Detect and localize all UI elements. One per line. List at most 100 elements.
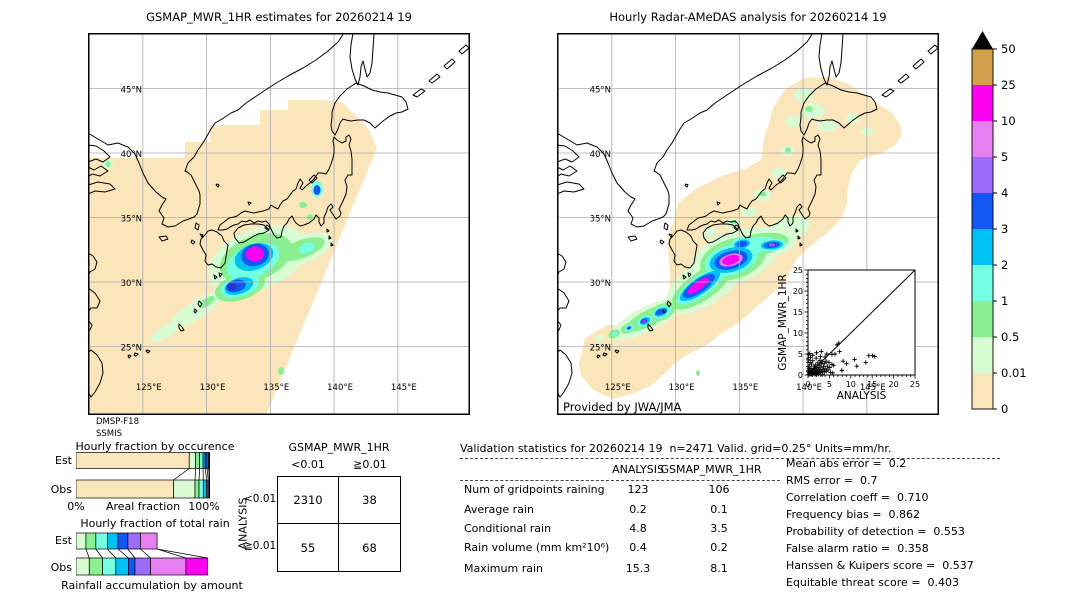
colorbar-tick-label: 5 — [1001, 150, 1008, 164]
stats-metric-line: Frequency bias = 0.862 — [786, 508, 921, 521]
scatter-point — [837, 349, 842, 354]
scatter-point — [840, 358, 846, 364]
stats-row-gsmap-value: 106 — [708, 483, 730, 496]
total-rain-bars — [76, 532, 209, 576]
stats-metric-line: Equitable threat score = 0.403 — [786, 576, 959, 589]
occurrence-bars — [76, 452, 210, 499]
scatter-point — [824, 351, 830, 357]
map-lon-label: 140°E — [796, 383, 822, 393]
scatter-point — [813, 362, 818, 368]
stats-col-analysis: ANALYSIS — [612, 463, 664, 476]
bar-segment-obs — [88, 557, 103, 576]
left-map-title: GSMAP_MWR_1HR estimates for 20260214 19 — [146, 10, 412, 24]
map-lon-label: 130°E — [200, 383, 226, 393]
stats-row-gsmap-value: 8.1 — [710, 562, 728, 575]
scatter-point — [822, 366, 828, 371]
colorbar-tick-label: 50 — [1001, 42, 1016, 56]
map-lon-label: 125°E — [136, 383, 162, 393]
bar-connector — [85, 548, 90, 559]
bar-segment-est — [188, 452, 197, 469]
sensor-source-line2: SSMIS — [96, 429, 123, 439]
stats-metric-line: Hanssen & Kuipers score = 0.537 — [786, 559, 974, 572]
scatter-point — [839, 368, 845, 373]
bar-connector — [140, 548, 151, 559]
bar-connector — [107, 548, 117, 559]
occurrence-title: Hourly fraction by occurence — [75, 440, 235, 453]
scatter-point — [863, 360, 868, 365]
left-gridlines — [89, 34, 469, 414]
bar-connector — [117, 548, 129, 559]
scatter-point — [827, 365, 833, 370]
inset-y-tick-label: 15 — [793, 308, 803, 317]
scatter-point — [815, 360, 821, 366]
total-rain-caption: Rainfall accumulation by amount — [61, 579, 243, 592]
bar-segment-est — [117, 532, 129, 550]
map-lon-label: 130°E — [669, 383, 695, 393]
stats-row-gsmap-value: 0.1 — [710, 503, 728, 516]
right-map-frame — [557, 33, 939, 415]
sensor-source-line1: DMSP-F18 — [96, 417, 139, 427]
bar-segment-obs — [76, 479, 174, 499]
stats-row-label: Num of gridpoints raining — [464, 483, 605, 496]
inset-x-tick-label: 20 — [889, 380, 899, 389]
stats-row-label: Average rain — [464, 503, 534, 516]
precip-cell — [611, 331, 617, 337]
map-credit: Provided by JWA/JMA — [563, 400, 682, 414]
bar-segment-est — [195, 452, 201, 469]
occurrence-x-left: 0% — [67, 500, 85, 513]
stats-metric-line: Mean abs error = 0.2 — [786, 457, 907, 470]
scatter-point — [826, 360, 832, 365]
scatter-point — [844, 361, 849, 366]
colorbar-segment — [972, 373, 993, 409]
bar-segment-obs — [128, 557, 136, 576]
occurrence-x-right: 100% — [188, 500, 220, 513]
bar-connector — [173, 468, 190, 481]
scatter-point — [820, 372, 825, 377]
occurrence-est-label: Est — [55, 454, 72, 467]
bar-segment-est — [95, 532, 108, 550]
left-precip-field — [103, 158, 333, 375]
stats-row-gsmap-value: 0.2 — [710, 541, 728, 554]
total-rain-est-label: Est — [55, 534, 72, 547]
precip-cell — [151, 321, 179, 343]
scatter-point — [819, 349, 824, 354]
colorbar: 50 25 10 5 4 3 2 1 0.5 0.01 0 — [971, 31, 1027, 416]
contingency-row-label-ge: ≧0.01 — [244, 540, 277, 552]
inset-y-tick-label: 10 — [793, 329, 803, 338]
bar-connector — [156, 548, 186, 559]
bar-segment-obs — [194, 479, 200, 499]
contingency-cell-01: 38 — [339, 477, 400, 524]
scatter-point — [806, 369, 811, 374]
scatter-point — [822, 354, 828, 360]
bar-connector — [206, 468, 209, 481]
contingency-col-label-lt: <0.01 — [291, 458, 325, 471]
map-lat-label: 35°N — [121, 214, 142, 224]
scatter-point — [810, 358, 815, 363]
precip-cell — [313, 185, 321, 195]
occurrence-obs-label: Obs — [50, 483, 72, 496]
contingency-row-label-lt: <0.01 — [244, 493, 277, 505]
bar-segment-obs — [102, 557, 117, 576]
map-lat-label: 25°N — [590, 343, 611, 353]
inset-y-tick-label: 20 — [793, 287, 803, 296]
inset-scatter-plot: 00 5 5 10 10 15 15 20 20 25 25 ANALYSIS GSMAP_MWR_1H… — [777, 266, 920, 402]
scatter-point — [809, 361, 814, 367]
bar-connector — [204, 468, 208, 481]
precip-cell — [696, 370, 700, 376]
colorbar-tick-label: 10 — [1001, 114, 1016, 128]
scatter-point — [819, 361, 824, 367]
contingency-cell-11: 68 — [362, 540, 377, 555]
map-lon-label: 145°E — [860, 383, 886, 393]
bar-segment-obs — [173, 479, 196, 499]
colorbar-segment — [972, 229, 993, 265]
colorbar-tick-label: 25 — [1001, 78, 1016, 92]
colorbar-segment — [972, 265, 993, 301]
scatter-point — [808, 355, 813, 360]
colorbar-tick-label: 4 — [1001, 186, 1008, 200]
scatter-point — [816, 371, 821, 377]
bar-segment-est — [140, 532, 158, 550]
bar-segment-obs — [202, 479, 208, 499]
scatter-point — [831, 363, 836, 368]
scatter-point — [866, 353, 871, 358]
map-lat-label: 45°N — [590, 85, 611, 95]
